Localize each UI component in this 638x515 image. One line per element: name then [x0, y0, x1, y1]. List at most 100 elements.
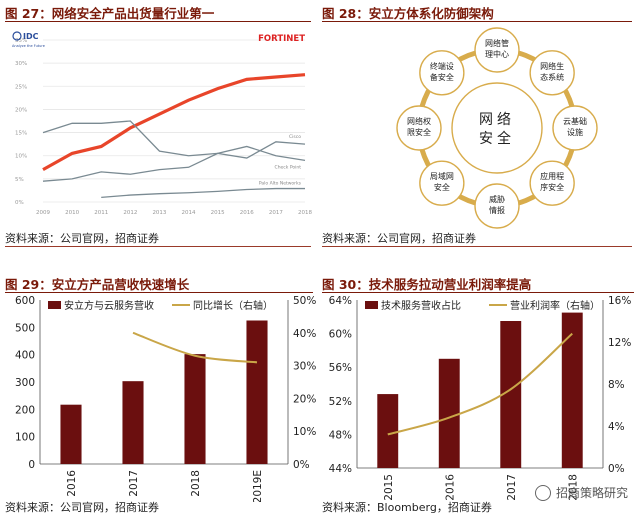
fig30-ytick-left: 48% — [329, 429, 352, 441]
fig30-legend-bar-label: 技术服务营收占比 — [381, 299, 461, 312]
fig30-ytick-right: 16% — [608, 295, 631, 307]
fig30-bar — [500, 321, 522, 468]
fig27-title: 图 27：网络安全产品出货量行业第一 — [5, 6, 215, 21]
fig29-bar — [122, 381, 144, 464]
fig28-diagram: 网络安全网络管理中心网络生态系统云基础设施应用程序安全威胁情报局域网安全网络权限… — [396, 27, 598, 229]
fig27-series-line — [42, 145, 306, 182]
fig29-xtick: 2019E — [252, 470, 264, 502]
fig27-xtick: 2014 — [182, 210, 196, 216]
fig27-xtick: 2013 — [152, 210, 166, 216]
fig30-ytick-right: 12% — [608, 337, 631, 349]
fig30-ytick-right: 8% — [608, 379, 625, 391]
fig28-node-circle — [419, 160, 465, 206]
idc-logo-icon — [12, 31, 22, 41]
fig28-node-label: 局域网 — [430, 171, 454, 181]
watermark-text: 招商策略研究 — [555, 486, 628, 500]
fig27-ytick: 10% — [15, 154, 27, 160]
fig29-ytick-left: 300 — [15, 377, 35, 389]
fig29-chart: 0 100 200 300 400 500 600 0% 10% 20% 30% 40% 50% 2016… — [15, 295, 316, 502]
fig29-title: 图 29：安立方产品营收快速增长 — [5, 277, 190, 292]
idc-logo-sub: Analyze the Future — [12, 44, 45, 48]
fig27-xtick: 2018 — [298, 210, 312, 216]
wechat-icon — [534, 484, 551, 501]
fig30-ytick-right: 4% — [608, 421, 625, 433]
fig28-title: 图 28：安立方体系化防御架构 — [322, 6, 494, 21]
fig28-node-label: 安全 — [434, 182, 450, 192]
idc-logo-text: IDC — [23, 32, 39, 41]
fig28-node-label: 网络管 — [485, 38, 509, 48]
fig28-center-circle — [451, 82, 543, 174]
fig29-legend-bar-label: 安立方与云服务营收 — [64, 299, 154, 312]
fig29-legend-bar-swatch — [48, 301, 61, 309]
fig29-ytick-left: 600 — [15, 295, 35, 307]
fig28-node-circle — [552, 105, 598, 151]
fig28-node-label: 网络权 — [407, 116, 431, 126]
fig29-bar — [60, 404, 82, 464]
fig27-xtick: 2011 — [94, 210, 108, 216]
fig28-node-circle — [529, 50, 575, 96]
fig28-node-circle — [474, 27, 520, 73]
fig30-title: 图 30：技术服务拉动营业利润率提高 — [322, 277, 532, 292]
fig27-ytick: 0% — [15, 200, 24, 206]
fig29-ytick-right: 40% — [293, 328, 316, 340]
fig28-node-label: 终端设 — [430, 61, 454, 71]
fig27-ytick: 20% — [15, 107, 27, 113]
fig30-legend-line-label: 营业利润率（右轴） — [510, 299, 600, 312]
fig30-panel: 图 30：技术服务拉动营业利润率提高 44% 48% 52% 56% 60% 64% 0% 4… — [322, 272, 636, 514]
fig30-legend-bar-swatch — [365, 301, 378, 309]
fig28-node-label: 情报 — [489, 205, 505, 215]
fig30-line — [387, 332, 573, 436]
fig29-ytick-right: 30% — [293, 361, 316, 373]
fig28-node-label: 应用程 — [540, 171, 564, 181]
fig30-ytick-left: 44% — [329, 463, 352, 475]
fig28-node-circle — [419, 50, 465, 96]
fig30-source: 资料来源：Bloomberg，招商证券 — [322, 501, 492, 514]
fig28-node-circle — [529, 160, 575, 206]
fig29-xtick: 2016 — [66, 470, 78, 497]
fig27-series-label: Cisco — [289, 134, 301, 140]
fig28-node-label: 序安全 — [540, 182, 564, 192]
fig27-xtick: 2015 — [211, 210, 225, 216]
fig27-series-line — [42, 73, 306, 171]
fig27-chart: 0% 5% 10% 15% 20% 25% 30% 35% 2009 2010 2011 2012 20… — [12, 31, 312, 216]
fig29-line — [132, 331, 258, 364]
fig30-bar — [377, 394, 399, 468]
fig29-title-rule — [5, 292, 313, 293]
fig29-bar — [246, 320, 268, 464]
fig30-ytick-left: 56% — [329, 362, 352, 374]
fig30-ytick-left: 64% — [329, 295, 352, 307]
fig27-series-label: Check Point — [275, 164, 302, 170]
fig30-xtick: 2016 — [444, 474, 456, 501]
fig27-ytick: 25% — [15, 84, 27, 90]
fig29-bar — [184, 354, 206, 464]
fig28-node-circle — [396, 105, 442, 151]
fig27-ytick: 15% — [15, 131, 27, 137]
fig27-ytick: 5% — [15, 177, 24, 183]
fig30-xtick: 2015 — [383, 474, 395, 501]
fig27-xtick: 2012 — [123, 210, 137, 216]
fig29-ytick-right: 0% — [293, 459, 310, 471]
fig30-ytick-left: 52% — [329, 396, 352, 408]
fig28-node-label: 态系统 — [540, 72, 564, 82]
fig29-ytick-left: 0 — [28, 459, 35, 471]
watermark: 招商策略研究 — [534, 484, 628, 501]
fig28-node-label: 备安全 — [430, 72, 454, 82]
fig29-xtick: 2018 — [190, 470, 202, 497]
fig30-bar — [438, 358, 460, 468]
fortinet-logo: FORTINET — [258, 34, 305, 44]
fig27-ytick: 30% — [15, 61, 27, 67]
fig27-xtick: 2017 — [269, 210, 283, 216]
fig28-title-rule — [322, 21, 632, 22]
fig28-node-circle — [474, 183, 520, 229]
fig28-bottom-rule — [322, 246, 632, 247]
fig28-node-label: 威胁 — [489, 194, 505, 204]
fig28-node-label: 云基础 — [563, 116, 587, 126]
fig28-node-label: 设施 — [567, 127, 583, 137]
fig27-xtick: 2016 — [240, 210, 254, 216]
fig30-ytick-right: 0% — [608, 463, 625, 475]
fig27-series-line — [101, 187, 305, 199]
fig29-ytick-right: 10% — [293, 426, 316, 438]
fig29-ytick-left: 400 — [15, 350, 35, 362]
fig28-center-label: 安全 — [479, 130, 515, 147]
fig30-ytick-left: 60% — [329, 329, 352, 341]
